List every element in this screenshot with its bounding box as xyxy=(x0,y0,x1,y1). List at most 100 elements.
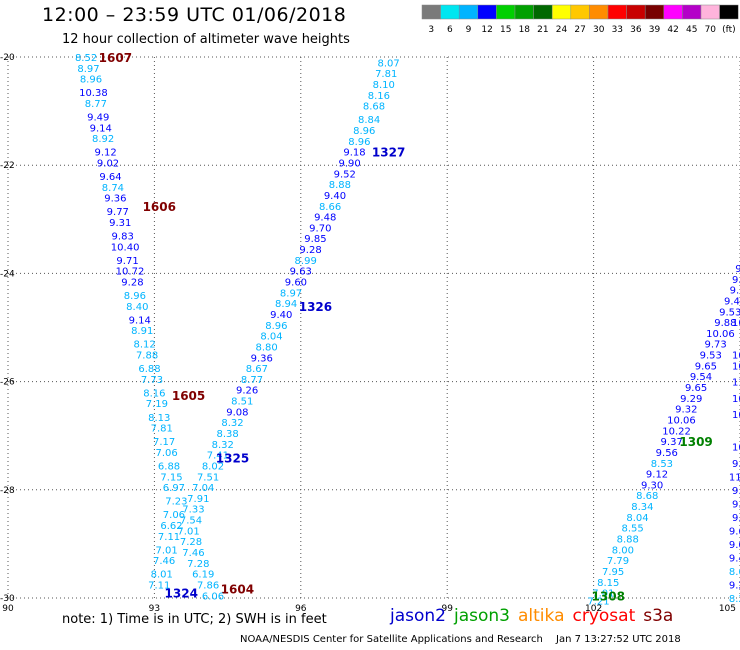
pass-number-label: 1604 xyxy=(221,582,254,596)
wave-height-point: 10.38 xyxy=(79,88,108,99)
credit-timestamp: Jan 7 13:27:52 UTC 2018 xyxy=(556,634,681,645)
wave-height-point: 9.26 xyxy=(236,386,258,397)
color-scale-label: (ft) xyxy=(722,25,736,35)
wave-height-point: 9.64 xyxy=(729,526,740,537)
wave-height-point: 9.08 xyxy=(226,407,248,418)
satellite-legend: jason2 jason3 altika cryosat s3a xyxy=(390,606,681,626)
wave-height-point: 9. xyxy=(735,264,740,275)
wave-height-point: 8.00 xyxy=(612,545,634,556)
wave-height-point: 7.73 xyxy=(141,375,163,386)
wave-height-point: 7.21 xyxy=(587,597,609,608)
wave-height-point: 8.68 xyxy=(363,102,385,113)
wave-height-point: 9.88 xyxy=(714,318,736,329)
wave-height-point: 7.17 xyxy=(153,437,175,448)
wave-height-point: 7.15 xyxy=(160,472,182,483)
wave-height-point: 7.41 xyxy=(207,451,229,462)
units-note: note: 1) Time is in UTC; 2) SWH is in fe… xyxy=(62,612,327,627)
wave-height-point: 7.01 xyxy=(155,545,177,556)
wave-height-point: 8.97 xyxy=(280,288,302,299)
pass-number-label: 1324 xyxy=(165,587,198,601)
wave-height-point: 9.03 xyxy=(729,540,740,551)
wave-height-point: 9.31 xyxy=(109,218,131,229)
wave-height-point: 10.06 xyxy=(667,415,696,426)
wave-height-point: 7.06 xyxy=(163,510,185,521)
wave-height-point: 8.23 xyxy=(729,594,740,605)
color-scale-label: 15 xyxy=(500,25,511,35)
wave-height-point: 8.01 xyxy=(151,570,173,581)
wave-height-point: 8.77 xyxy=(241,375,263,386)
color-scale-label: 3 xyxy=(428,25,434,35)
wave-height-point: 7.28 xyxy=(187,559,209,570)
wave-height-point: 9.60 xyxy=(285,278,307,289)
credit-center: NOAA/NESDIS Center for Satellite Applica… xyxy=(240,634,543,645)
x-tick-label: 96 xyxy=(295,604,307,614)
wave-height-point: 7.91 xyxy=(187,494,209,505)
wave-height-point: 9.47 xyxy=(724,296,740,307)
chart-title: 12:00 – 23:59 UTC 01/06/2018 xyxy=(42,4,347,26)
wave-height-point: 10. xyxy=(732,394,740,405)
wave-height-point: 8.68 xyxy=(636,491,658,502)
wave-height-point: 8.55 xyxy=(622,524,644,535)
wave-height-point: 8.94 xyxy=(275,299,297,310)
color-scale-label: 39 xyxy=(649,25,661,35)
wave-height-point: 9.85 xyxy=(304,234,326,245)
wave-height-point: 9.77 xyxy=(107,207,129,218)
satellite-legend-item: jason2 xyxy=(390,606,446,626)
color-scale-label: 18 xyxy=(519,25,531,35)
pass-number-label: 1327 xyxy=(372,146,405,160)
wave-height-point: 7.95 xyxy=(602,567,624,578)
y-tick-label: -24 xyxy=(0,269,15,279)
wave-height-point: 9.29 xyxy=(680,394,702,405)
wave-height-point: 9.40 xyxy=(270,310,292,321)
wave-height-point: 9.53 xyxy=(719,307,740,318)
wave-height-point: 8.66 xyxy=(319,202,341,213)
wave-height-point: 9.40 xyxy=(324,191,346,202)
pass-number-label: 1326 xyxy=(299,300,332,314)
color-swatch xyxy=(719,4,739,20)
y-tick-label: -30 xyxy=(0,594,15,604)
wave-height-point: 8.53 xyxy=(651,459,673,470)
satellite-legend-item: jason3 xyxy=(454,606,510,626)
wave-height-point: 7.46 xyxy=(182,548,204,559)
wave-height-point: 8.96 xyxy=(80,75,102,86)
wave-height-point: 10. xyxy=(732,443,740,454)
wave-height-point: 6.19 xyxy=(192,570,214,581)
wave-height-point: 9.90 xyxy=(338,158,360,169)
wave-height-point: 10. xyxy=(732,318,740,329)
wave-height-point: 6.88 xyxy=(138,364,160,375)
wave-height-point: 9.36 xyxy=(251,353,273,364)
pass-number-label: 1309 xyxy=(679,435,712,449)
x-tick-label: 105 xyxy=(719,604,736,614)
wave-height-point: 7.54 xyxy=(180,516,202,527)
wave-height-point: 8.77 xyxy=(85,99,107,110)
wave-height-point: 8.96 xyxy=(265,321,287,332)
wave-height-point: 9.1 xyxy=(730,286,740,297)
wave-height-point: 11.4 xyxy=(729,472,740,483)
wave-height-point: 10.72 xyxy=(116,267,145,278)
wave-height-point: 10.06 xyxy=(706,329,735,340)
y-tick-label: -26 xyxy=(0,378,15,388)
wave-height-point: 8.40 xyxy=(126,302,148,313)
wave-height-point: 7.51 xyxy=(197,472,219,483)
wave-height-point: 9.83 xyxy=(112,232,134,243)
wave-height-point: 8.16 xyxy=(368,91,390,102)
wave-height-point: 9.6 xyxy=(732,513,740,524)
wave-height-point: 9.7 xyxy=(732,459,740,470)
wave-height-point: 8.80 xyxy=(256,342,278,353)
color-scale-label: 36 xyxy=(630,25,642,35)
color-scale-label: 42 xyxy=(667,25,678,35)
wave-height-point: 8.07 xyxy=(378,58,400,69)
wave-height-point: 8.88 xyxy=(329,180,351,191)
wave-height-point: 8.51 xyxy=(231,397,253,408)
wave-height-point: 8.68 xyxy=(729,567,740,578)
pass-number-label: 1308 xyxy=(592,589,625,603)
wave-height-point: 8.52 xyxy=(75,53,97,64)
wave-height-point: 9.18 xyxy=(343,148,365,159)
wave-height-point: 9.56 xyxy=(656,448,678,459)
wave-height-point: 8.12 xyxy=(134,340,156,351)
color-scale-legend: 3 6 9 12 15 18 21 24 27 30 33 36 39 42 45 70 (ft) xyxy=(421,4,739,35)
color-scale-label: 24 xyxy=(556,25,568,35)
x-tick-label: 93 xyxy=(149,604,160,614)
y-tick-label: -22 xyxy=(0,161,15,171)
wave-height-point: 9.49 xyxy=(87,113,109,124)
